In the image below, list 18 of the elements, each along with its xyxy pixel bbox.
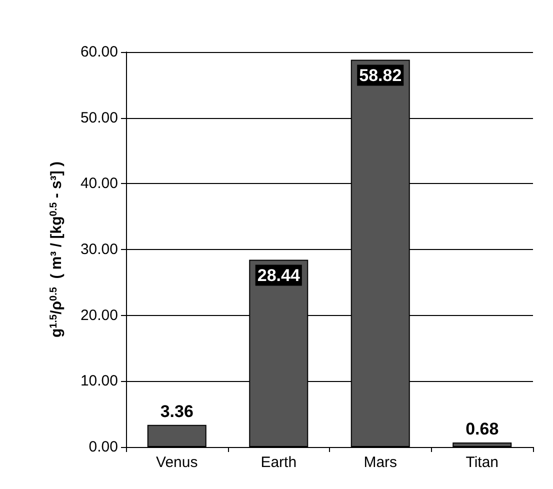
y-tick-label: 20.00: [80, 306, 118, 324]
x-tick-label: Venus: [156, 454, 198, 471]
y-tick-label: 60.00: [80, 44, 118, 60]
y-tick-label: 30.00: [80, 241, 118, 258]
y-tick-label: 10.00: [80, 372, 118, 390]
bar: [452, 442, 512, 447]
y-axis-title: g1.5/ρ0.5 ( m³ / [kg0.5 - s³] ): [48, 162, 65, 338]
x-tick-label: Earth: [260, 454, 297, 471]
data-label: 0.68: [466, 420, 499, 439]
x-tick-label: Mars: [364, 454, 398, 471]
y-tick-label: 50.00: [80, 109, 118, 126]
y-tick-label: 0.00: [88, 438, 118, 456]
data-label: 28.44: [257, 266, 300, 285]
bar: [147, 424, 206, 447]
y-tick-label: 40.00: [80, 175, 118, 192]
x-tick-label: Titan: [466, 454, 499, 471]
data-label: 58.82: [359, 66, 402, 85]
data-label: 3.36: [160, 402, 194, 421]
